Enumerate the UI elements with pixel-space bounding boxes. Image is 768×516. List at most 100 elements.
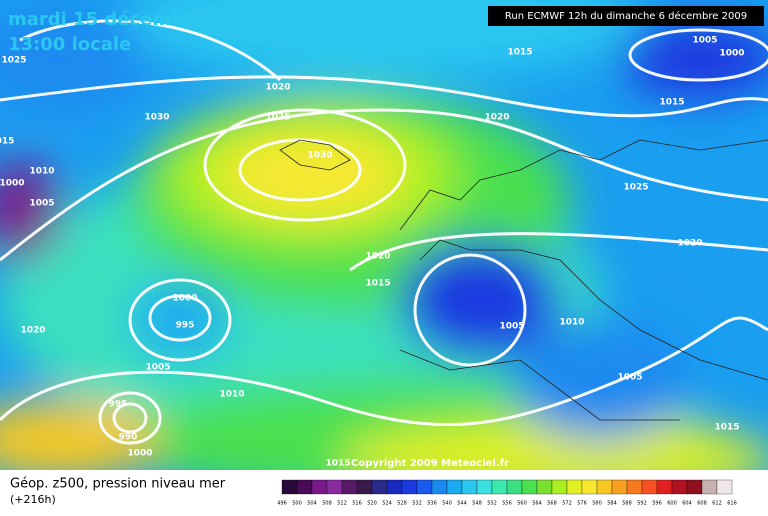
legend-swatch — [521, 479, 538, 495]
legend-swatch — [581, 479, 598, 495]
isobar-label: 1020 — [265, 83, 290, 93]
legend-swatch — [311, 479, 328, 495]
legend-swatch — [476, 479, 493, 495]
legend-tick-label: 544 — [457, 501, 467, 507]
legend-tick-label: 496 — [277, 501, 287, 507]
legend-swatch — [656, 479, 673, 495]
legend-tick-label: 560 — [517, 501, 527, 507]
legend-tick-label: 536 — [427, 501, 437, 507]
isobar-label: 1025 — [1, 56, 26, 66]
isobar-label: 1005 — [29, 199, 54, 209]
legend-swatch — [281, 479, 298, 495]
isobar-label: 995 — [176, 321, 195, 331]
legend-tick-label: 616 — [727, 501, 737, 507]
legend-tick-label: 512 — [337, 501, 347, 507]
isobar-label: 1015 — [325, 459, 350, 469]
legend-tick-label: 524 — [382, 501, 392, 507]
legend-tick-label: 504 — [307, 501, 317, 507]
legend-swatch — [686, 479, 703, 495]
isobar-label: 1020 — [677, 239, 702, 249]
isobar-label: 1005 — [145, 363, 170, 373]
legend-tick-label: 568 — [547, 501, 557, 507]
run-box — [488, 6, 764, 26]
legend-swatch — [356, 479, 373, 495]
legend-tick-label: 556 — [502, 501, 512, 507]
legend-tick-label: 516 — [352, 501, 362, 507]
isobar-label: 995 — [109, 400, 128, 410]
legend-swatch — [596, 479, 613, 495]
isobar-label: 1000 — [719, 49, 744, 59]
legend-tick-label: 592 — [637, 501, 647, 507]
legend-tick-label: 588 — [622, 501, 632, 507]
map-subtitle: 13:00 locale — [8, 34, 131, 55]
isobar-label: 015 — [0, 137, 14, 147]
legend-tick-label: 604 — [682, 501, 692, 507]
legend-swatch — [506, 479, 523, 495]
legend-swatch — [701, 479, 718, 495]
isobar-label: 1015 — [365, 279, 390, 289]
isobar-label: 1020 — [365, 252, 390, 262]
copyright: Copyright 2009 Meteociel.fr — [351, 458, 509, 469]
legend-tick-label: 608 — [697, 501, 707, 507]
legend-scale: 496 500 504 508 512 516 520 524 528 532 536 540 544 5… — [277, 479, 737, 507]
isobar-label: 1005 — [692, 36, 717, 46]
legend-swatch — [431, 479, 448, 495]
isobar-label: 1025 — [265, 113, 290, 123]
legend-swatch — [461, 479, 478, 495]
legend-tick-label: 528 — [397, 501, 407, 507]
legend-title: Géop. z500, pression niveau mer — [10, 477, 226, 492]
isobar-label: 1015 — [659, 98, 684, 108]
isobar-label: 1005 — [617, 373, 642, 383]
legend-swatch — [341, 479, 358, 495]
legend-tick-label: 596 — [652, 501, 662, 507]
map-background — [0, 0, 768, 500]
legend-swatch — [626, 479, 643, 495]
isobar-label: 1000 — [0, 179, 25, 189]
legend-swatch — [536, 479, 553, 495]
isobar-label: 1010 — [559, 318, 584, 328]
legend-swatch — [551, 479, 568, 495]
legend-tick-label: 548 — [472, 501, 482, 507]
legend-tick-label: 612 — [712, 501, 722, 507]
legend-swatch — [716, 479, 733, 495]
isobar-label: 1020 — [484, 113, 509, 123]
legend-swatch — [446, 479, 463, 495]
legend-tick-label: 532 — [412, 501, 422, 507]
isobar-label: 1005 — [499, 322, 524, 332]
run-info: Run ECMWF 12h du dimanche 6 décembre 200… — [505, 10, 747, 22]
legend-swatch — [671, 479, 688, 495]
isobar-label: 1000 — [172, 294, 197, 304]
legend-tick-label: 584 — [607, 501, 617, 507]
legend-tick-label: 552 — [487, 501, 497, 507]
legend-tick-label: 572 — [562, 501, 572, 507]
legend-tick-label: 520 — [367, 501, 377, 507]
isobar-label: 1025 — [623, 183, 648, 193]
legend-lead: (+216h) — [10, 493, 56, 506]
legend-swatch — [371, 479, 388, 495]
isobar-label: 1010 — [29, 167, 54, 177]
legend-swatch — [416, 479, 433, 495]
legend-tick-label: 500 — [292, 501, 302, 507]
legend-swatch — [326, 479, 343, 495]
legend-tick-label: 600 — [667, 501, 677, 507]
isobar-label: 1000 — [127, 449, 152, 459]
legend-swatch — [401, 479, 418, 495]
legend-swatch — [491, 479, 508, 495]
legend-tick-label: 576 — [577, 501, 587, 507]
isobar-label: 1010 — [219, 390, 244, 400]
isobar-label: 1020 — [20, 326, 45, 336]
legend-swatch — [296, 479, 313, 495]
legend-swatch — [641, 479, 658, 495]
isobar-label: 1030 — [144, 113, 169, 123]
legend-tick-label: 564 — [532, 501, 542, 507]
legend-swatch — [611, 479, 628, 495]
isobar-label: 1015 — [507, 48, 532, 58]
legend-tick-label: 508 — [322, 501, 332, 507]
isobar-label: 990 — [119, 433, 138, 443]
legend-swatch — [386, 479, 403, 495]
legend-tick-label: 580 — [592, 501, 602, 507]
isobar-label: 1030 — [307, 151, 332, 161]
